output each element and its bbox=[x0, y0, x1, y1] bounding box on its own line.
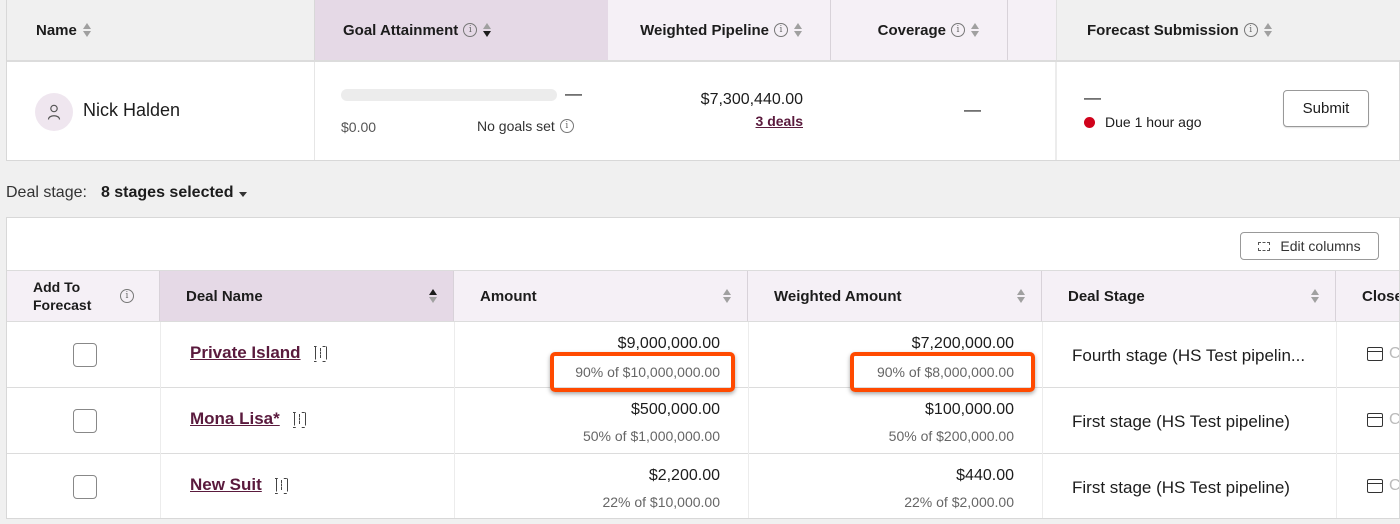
status-dot-icon bbox=[1084, 116, 1095, 128]
header-spacer bbox=[1008, 0, 1056, 60]
sort-icon[interactable] bbox=[1311, 289, 1319, 303]
rep-name: Nick Halden bbox=[83, 100, 181, 120]
submit-button[interactable]: Submit bbox=[1283, 90, 1369, 127]
amount-probability: 22% of $10,000.00 bbox=[602, 494, 720, 510]
caret-down-icon[interactable] bbox=[239, 191, 248, 197]
goal-percent: — bbox=[565, 84, 582, 103]
columns-icon bbox=[1258, 241, 1271, 251]
deal-name-link[interactable]: Mona Lisa* bbox=[190, 409, 306, 429]
annotation-highlight bbox=[550, 352, 735, 392]
header-deal-name[interactable]: Deal Name bbox=[160, 271, 454, 321]
no-goals-note: No goals set i bbox=[477, 118, 574, 134]
table-row: Mona Lisa* $500,000.00 50% of $1,000,000… bbox=[7, 388, 1399, 454]
header-weighted-amount[interactable]: Weighted Amount bbox=[748, 271, 1042, 321]
header-name[interactable]: Name bbox=[7, 0, 314, 60]
info-icon[interactable]: i bbox=[463, 23, 478, 37]
sort-ascending-icon[interactable] bbox=[429, 289, 437, 303]
forecast-value: — bbox=[1084, 88, 1101, 107]
weighted-amount-value: $7,200,000.00 bbox=[911, 335, 1014, 352]
deal-name-link[interactable]: Private Island bbox=[190, 343, 327, 363]
info-icon[interactable]: i bbox=[1243, 23, 1258, 37]
info-icon[interactable]: i bbox=[120, 289, 134, 303]
close-date-value: C bbox=[1389, 477, 1400, 494]
table-row: Private Island $9,000,000.00 90% of $10,… bbox=[7, 322, 1400, 392]
preview-icon[interactable] bbox=[293, 412, 306, 426]
amount-value: $9,000,000.00 bbox=[617, 335, 720, 352]
rep-summary-table: Name Goal Attainment i Weighted Pipeline… bbox=[6, 0, 1400, 161]
weighted-amount-value: $440.00 bbox=[956, 467, 1014, 484]
header-weighted-pipeline[interactable]: Weighted Pipeline i bbox=[608, 0, 831, 60]
add-to-forecast-checkbox[interactable] bbox=[73, 343, 97, 367]
sort-icon[interactable] bbox=[723, 289, 731, 303]
avatar bbox=[35, 93, 73, 131]
filter-label: Deal stage: bbox=[6, 184, 87, 201]
header-coverage[interactable]: Coverage i bbox=[831, 0, 1008, 60]
goal-progress-bar bbox=[341, 89, 557, 101]
info-icon[interactable]: i bbox=[951, 23, 965, 37]
amount-probability: 90% of $10,000,000.00 bbox=[575, 364, 720, 380]
due-status: Due 1 hour ago bbox=[1084, 114, 1202, 130]
weighted-amount-probability: 50% of $200,000.00 bbox=[888, 428, 1014, 444]
goal-value: $0.00 bbox=[341, 119, 377, 135]
calendar-icon[interactable] bbox=[1367, 413, 1383, 427]
header-close-date[interactable]: Close bbox=[1362, 287, 1400, 305]
calendar-icon[interactable] bbox=[1367, 479, 1383, 493]
info-icon[interactable]: i bbox=[559, 119, 574, 133]
deal-name-link[interactable]: New Suit bbox=[190, 475, 288, 495]
sort-icon[interactable] bbox=[971, 23, 979, 37]
deal-stage-dropdown[interactable]: 8 stages selected bbox=[100, 184, 234, 201]
deals-table: Edit columns Add To Forecast i Deal Name… bbox=[6, 217, 1400, 519]
header-add-to-forecast: Add To Forecast i bbox=[7, 271, 160, 321]
header-forecast-submission[interactable]: Forecast Submission i bbox=[1056, 0, 1400, 60]
deal-stage-value: First stage (HS Test pipeline) bbox=[1072, 478, 1290, 497]
summary-row: Nick Halden — $0.00 No goals set i $7,30… bbox=[7, 62, 1399, 160]
close-date-value: C bbox=[1389, 345, 1400, 362]
sort-icon[interactable] bbox=[82, 23, 91, 37]
deals-link[interactable]: 3 deals bbox=[755, 113, 803, 129]
amount-value: $500,000.00 bbox=[631, 401, 720, 418]
header-goal-attainment[interactable]: Goal Attainment i bbox=[314, 0, 608, 60]
preview-icon[interactable] bbox=[275, 478, 288, 492]
header-amount[interactable]: Amount bbox=[454, 271, 748, 321]
sort-descending-icon[interactable] bbox=[483, 23, 492, 37]
deal-stage-filter: Deal stage: 8 stages selected bbox=[6, 184, 248, 202]
header-deal-stage[interactable]: Deal Stage bbox=[1042, 271, 1336, 321]
close-date-value: C bbox=[1389, 411, 1400, 428]
info-icon[interactable]: i bbox=[774, 23, 788, 37]
deals-header-row: Add To Forecast i Deal Name Amount Weigh… bbox=[7, 270, 1399, 322]
deal-stage-value: First stage (HS Test pipeline) bbox=[1072, 412, 1290, 431]
sort-icon[interactable] bbox=[794, 23, 802, 37]
annotation-highlight bbox=[850, 352, 1035, 392]
amount-value: $2,200.00 bbox=[648, 467, 720, 484]
calendar-icon[interactable] bbox=[1367, 347, 1383, 361]
edit-columns-button[interactable]: Edit columns bbox=[1240, 232, 1379, 260]
coverage-value: — bbox=[964, 100, 981, 119]
add-to-forecast-checkbox[interactable] bbox=[73, 475, 97, 499]
sort-icon[interactable] bbox=[1263, 23, 1272, 37]
sort-icon[interactable] bbox=[1017, 289, 1025, 303]
weighted-amount-probability: 90% of $8,000,000.00 bbox=[876, 364, 1014, 380]
weighted-pipeline-value: $7,300,440.00 bbox=[700, 91, 803, 108]
add-to-forecast-checkbox[interactable] bbox=[73, 409, 97, 433]
summary-header-row: Name Goal Attainment i Weighted Pipeline… bbox=[7, 0, 1400, 62]
weighted-amount-probability: 22% of $2,000.00 bbox=[904, 494, 1014, 510]
person-icon bbox=[47, 104, 61, 120]
amount-probability: 50% of $1,000,000.00 bbox=[582, 428, 720, 444]
deal-stage-value: Fourth stage (HS Test pipelin... bbox=[1072, 346, 1306, 365]
weighted-amount-value: $100,000.00 bbox=[925, 401, 1014, 418]
preview-icon[interactable] bbox=[314, 346, 327, 360]
table-row: New Suit $2,200.00 22% of $10,000.00 $44… bbox=[7, 454, 1400, 518]
